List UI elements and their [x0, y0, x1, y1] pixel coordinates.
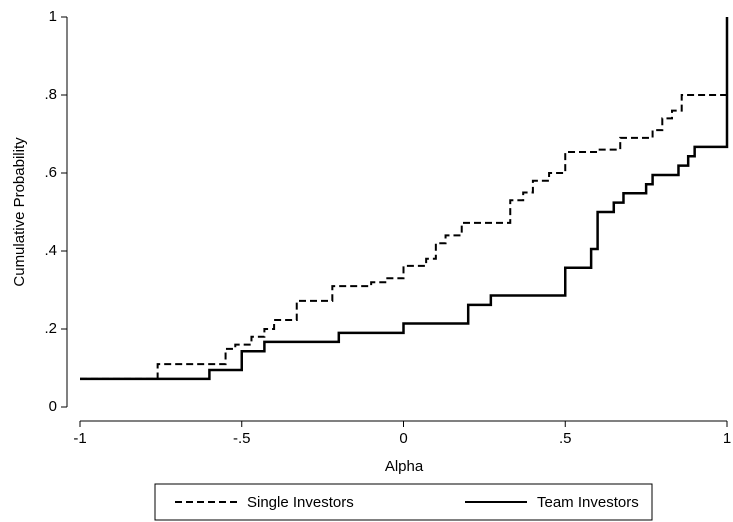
series-line — [80, 94, 727, 380]
y-tick-label: .2 — [44, 320, 57, 337]
y-tick-label: 0 — [49, 398, 57, 415]
x-tick-label: 1 — [723, 430, 731, 447]
y-axis-label: Cumulative Probability — [11, 137, 28, 287]
y-tick-label: 1 — [49, 8, 57, 25]
x-tick-label: -.5 — [233, 430, 251, 447]
series-line — [80, 17, 729, 381]
y-tick-label: .6 — [44, 164, 57, 181]
legend-label: Team Investors — [537, 494, 639, 511]
y-tick-label: .8 — [44, 86, 57, 103]
x-tick-label: -1 — [73, 430, 86, 447]
x-axis-label: Alpha — [385, 458, 424, 475]
x-tick-label: .5 — [559, 430, 572, 447]
y-tick-label: .4 — [44, 242, 57, 259]
legend-box — [154, 483, 653, 521]
x-tick-label: 0 — [399, 430, 407, 447]
legend-label: Single Investors — [247, 494, 354, 511]
